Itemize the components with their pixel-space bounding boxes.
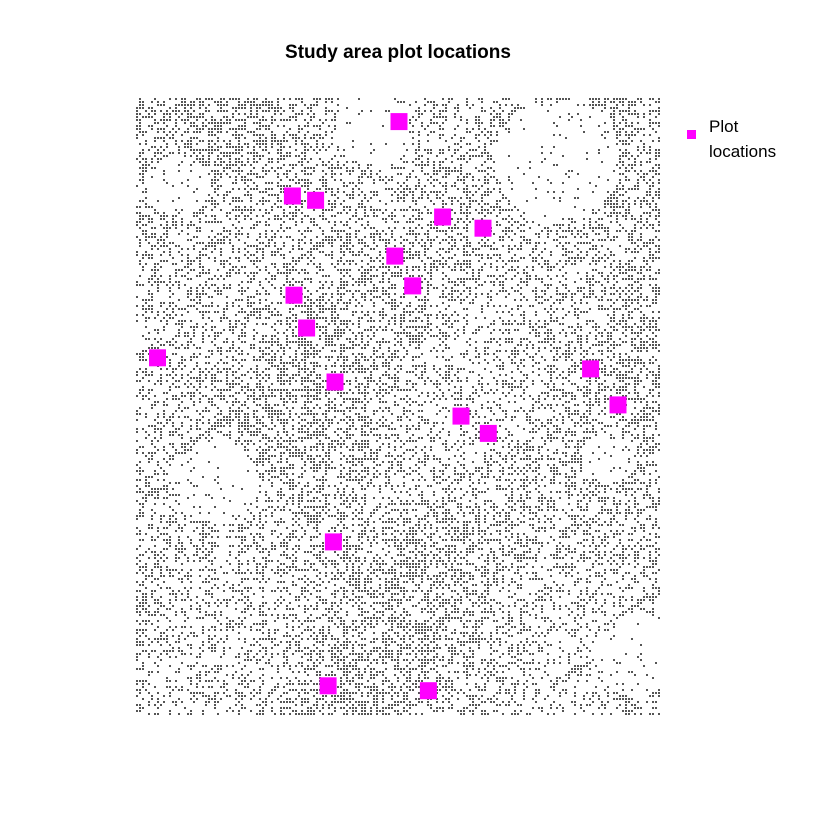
plot-location-point xyxy=(149,349,166,367)
chart-title: Study area plot locations xyxy=(285,42,511,63)
plot-location-point xyxy=(390,113,408,131)
canopy-raster xyxy=(136,98,660,715)
plot-location-point xyxy=(319,677,337,695)
plot-location-point xyxy=(404,277,422,295)
legend: Plot locations xyxy=(687,117,776,161)
plot-location-markers xyxy=(149,113,627,700)
plot-location-point xyxy=(326,373,344,391)
plot-location-point xyxy=(285,286,303,304)
plot-location-point xyxy=(452,407,470,425)
plot-location-point xyxy=(324,533,342,551)
plot-location-point xyxy=(474,219,492,237)
plot-location-point xyxy=(609,396,627,414)
plot-location-point xyxy=(419,682,437,700)
legend-marker-square xyxy=(687,130,696,139)
plot-location-point xyxy=(582,360,600,378)
plot-location-point xyxy=(386,247,404,265)
plot-location-point xyxy=(298,319,316,337)
raster-background xyxy=(136,98,660,715)
legend-label-line-1: Plot xyxy=(709,117,739,136)
plot-location-point xyxy=(283,187,301,205)
legend-label-line-2: locations xyxy=(709,142,776,161)
plot-location-point xyxy=(307,191,325,209)
plot-location-point xyxy=(479,424,497,442)
plot-location-point xyxy=(434,208,452,226)
